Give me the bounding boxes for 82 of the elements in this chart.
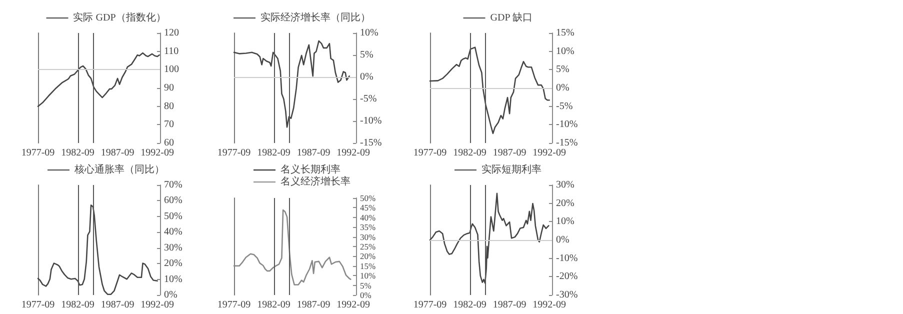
- y-tick-label: -10%: [360, 116, 382, 126]
- x-tick-label: 1977-09: [413, 300, 447, 310]
- y-tick-label: 70%: [164, 180, 182, 190]
- x-tick-label: 1982-09: [257, 300, 290, 310]
- y-tick-label: 10%: [360, 270, 376, 281]
- y-tick-label: 20%: [164, 258, 182, 270]
- y-tick-label: 70: [164, 119, 174, 130]
- x-tick-label: 1987-09: [296, 148, 330, 158]
- y-tick-label: 100: [164, 64, 179, 76]
- y-tick-label: -30%: [556, 290, 578, 300]
- x-tick-label: 1977-09: [413, 148, 447, 158]
- y-tick-label: 25%: [360, 242, 376, 252]
- x-tick-label: 1977-09: [21, 148, 55, 158]
- y-tick-label: -10%: [556, 119, 578, 130]
- x-tick-label: 1987-09: [492, 148, 526, 158]
- legend-label: 名义长期利率: [280, 164, 340, 176]
- y-tick-label: -15%: [360, 138, 382, 148]
- y-tick-label: 45%: [360, 202, 376, 213]
- y-tick-label: 40%: [164, 226, 182, 238]
- y-tick-label: 50%: [164, 210, 182, 222]
- y-tick-label: 10%: [360, 28, 378, 38]
- y-tick-label: 5%: [556, 64, 570, 76]
- x-tick-label: 1992-09: [336, 148, 370, 158]
- x-tick-label: 1992-09: [532, 300, 566, 310]
- y-tick-label: 0%: [556, 82, 570, 94]
- y-tick-label: -20%: [556, 271, 578, 282]
- x-tick-label: 1982-09: [453, 148, 486, 158]
- y-tick-label: 30%: [164, 242, 182, 254]
- y-tick-label: 15%: [556, 28, 574, 38]
- y-tick-label: 60: [164, 138, 174, 148]
- y-tick-label: 40%: [360, 212, 376, 222]
- y-tick-label: 10%: [556, 46, 574, 57]
- x-tick-label: 1992-09: [532, 148, 566, 158]
- line-series: [37, 204, 158, 296]
- x-tick-label: 1982-09: [257, 148, 290, 158]
- y-tick-label: 90: [164, 82, 174, 94]
- y-tick-label: 10%: [164, 274, 182, 285]
- legend-label: 核心通胀率（同比）: [74, 164, 164, 176]
- y-tick-label: 50%: [360, 193, 376, 203]
- y-tick-label: 35%: [360, 222, 376, 232]
- y-tick-label: 80: [164, 100, 174, 112]
- y-tick-label: -5%: [556, 100, 573, 112]
- legend-label: GDP 缺口: [490, 12, 532, 24]
- line-series: [429, 46, 550, 134]
- line-series: [233, 209, 352, 286]
- x-tick-label: 1987-09: [100, 300, 134, 310]
- y-tick-label: -5%: [360, 94, 377, 104]
- x-tick-label: 1987-09: [492, 300, 526, 310]
- y-tick-label: -10%: [556, 252, 578, 264]
- y-tick-label: 0%: [360, 72, 374, 82]
- y-tick-label: 30%: [360, 232, 376, 242]
- x-tick-label: 1977-09: [217, 300, 251, 310]
- y-tick-label: 0%: [164, 290, 178, 300]
- x-tick-label: 1987-09: [296, 300, 330, 310]
- y-tick-label: 120: [164, 28, 179, 38]
- legend-label: 实际 GDP（指数化）: [73, 12, 166, 24]
- y-tick-label: 15%: [360, 260, 376, 271]
- x-tick-label: 1992-09: [140, 148, 174, 158]
- x-tick-label: 1982-09: [61, 148, 94, 158]
- y-tick-label: 0%: [360, 290, 372, 300]
- y-tick-label: 20%: [360, 251, 376, 262]
- line-series: [37, 52, 160, 107]
- y-tick-label: 5%: [360, 50, 374, 60]
- legend-label: 名义经济增长率: [280, 176, 350, 188]
- y-tick-label: -15%: [556, 138, 578, 148]
- legend-label: 实际经济增长率（同比）: [260, 12, 370, 24]
- x-tick-label: 1982-09: [61, 300, 94, 310]
- y-tick-label: 0%: [556, 234, 570, 246]
- legend-label: 实际短期利率: [482, 164, 542, 176]
- line-series: [233, 40, 350, 128]
- x-tick-label: 1982-09: [453, 300, 486, 310]
- x-tick-label: 1992-09: [336, 300, 370, 310]
- y-tick-label: 10%: [556, 216, 574, 228]
- y-tick-label: 30%: [556, 180, 574, 190]
- x-tick-label: 1977-09: [217, 148, 251, 158]
- x-tick-label: 1987-09: [100, 148, 134, 158]
- y-tick-label: 110: [164, 46, 179, 57]
- x-tick-label: 1977-09: [21, 300, 55, 310]
- y-tick-label: 5%: [360, 280, 372, 290]
- y-tick-label: 60%: [164, 195, 182, 206]
- y-tick-label: 20%: [556, 198, 574, 209]
- x-tick-label: 1992-09: [140, 300, 174, 310]
